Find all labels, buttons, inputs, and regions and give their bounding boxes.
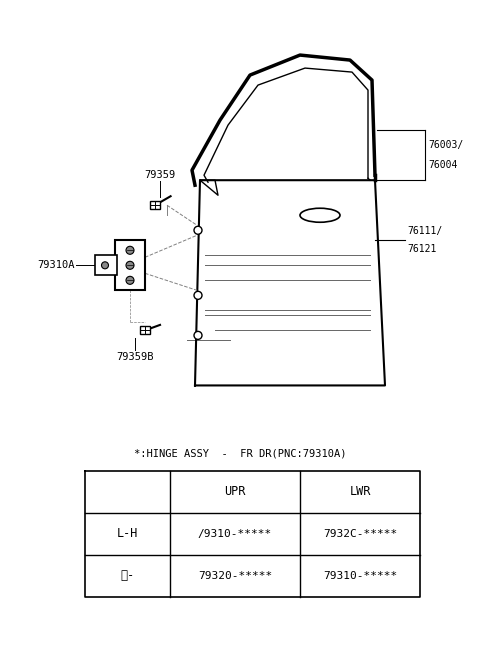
Text: 79310A: 79310A <box>37 260 75 270</box>
Circle shape <box>126 277 134 284</box>
Text: 79359: 79359 <box>144 170 176 180</box>
Text: LWR: LWR <box>349 485 371 498</box>
FancyBboxPatch shape <box>140 327 150 334</box>
Text: 76004: 76004 <box>428 160 457 170</box>
Text: 79320-*****: 79320-***** <box>198 571 272 581</box>
Text: 76111/: 76111/ <box>407 226 442 237</box>
Text: UPR: UPR <box>224 485 246 498</box>
FancyBboxPatch shape <box>115 240 145 290</box>
Text: 76121: 76121 <box>407 244 436 254</box>
Text: /9310-*****: /9310-***** <box>198 529 272 539</box>
Text: 79310-*****: 79310-***** <box>323 571 397 581</box>
Text: 76003/: 76003/ <box>428 140 463 150</box>
Circle shape <box>194 331 202 340</box>
Text: 田-: 田- <box>120 570 134 582</box>
Circle shape <box>126 261 134 269</box>
Circle shape <box>126 246 134 254</box>
FancyBboxPatch shape <box>95 256 117 275</box>
Text: *:HINGE ASSY  -  FR DR(PNC:79310A): *:HINGE ASSY - FR DR(PNC:79310A) <box>134 449 346 459</box>
Text: 79359B: 79359B <box>116 352 154 363</box>
Circle shape <box>194 226 202 235</box>
Text: L-H: L-H <box>117 527 138 540</box>
Circle shape <box>194 291 202 300</box>
Text: 7932C-*****: 7932C-***** <box>323 529 397 539</box>
Circle shape <box>101 261 108 269</box>
FancyBboxPatch shape <box>150 201 160 209</box>
